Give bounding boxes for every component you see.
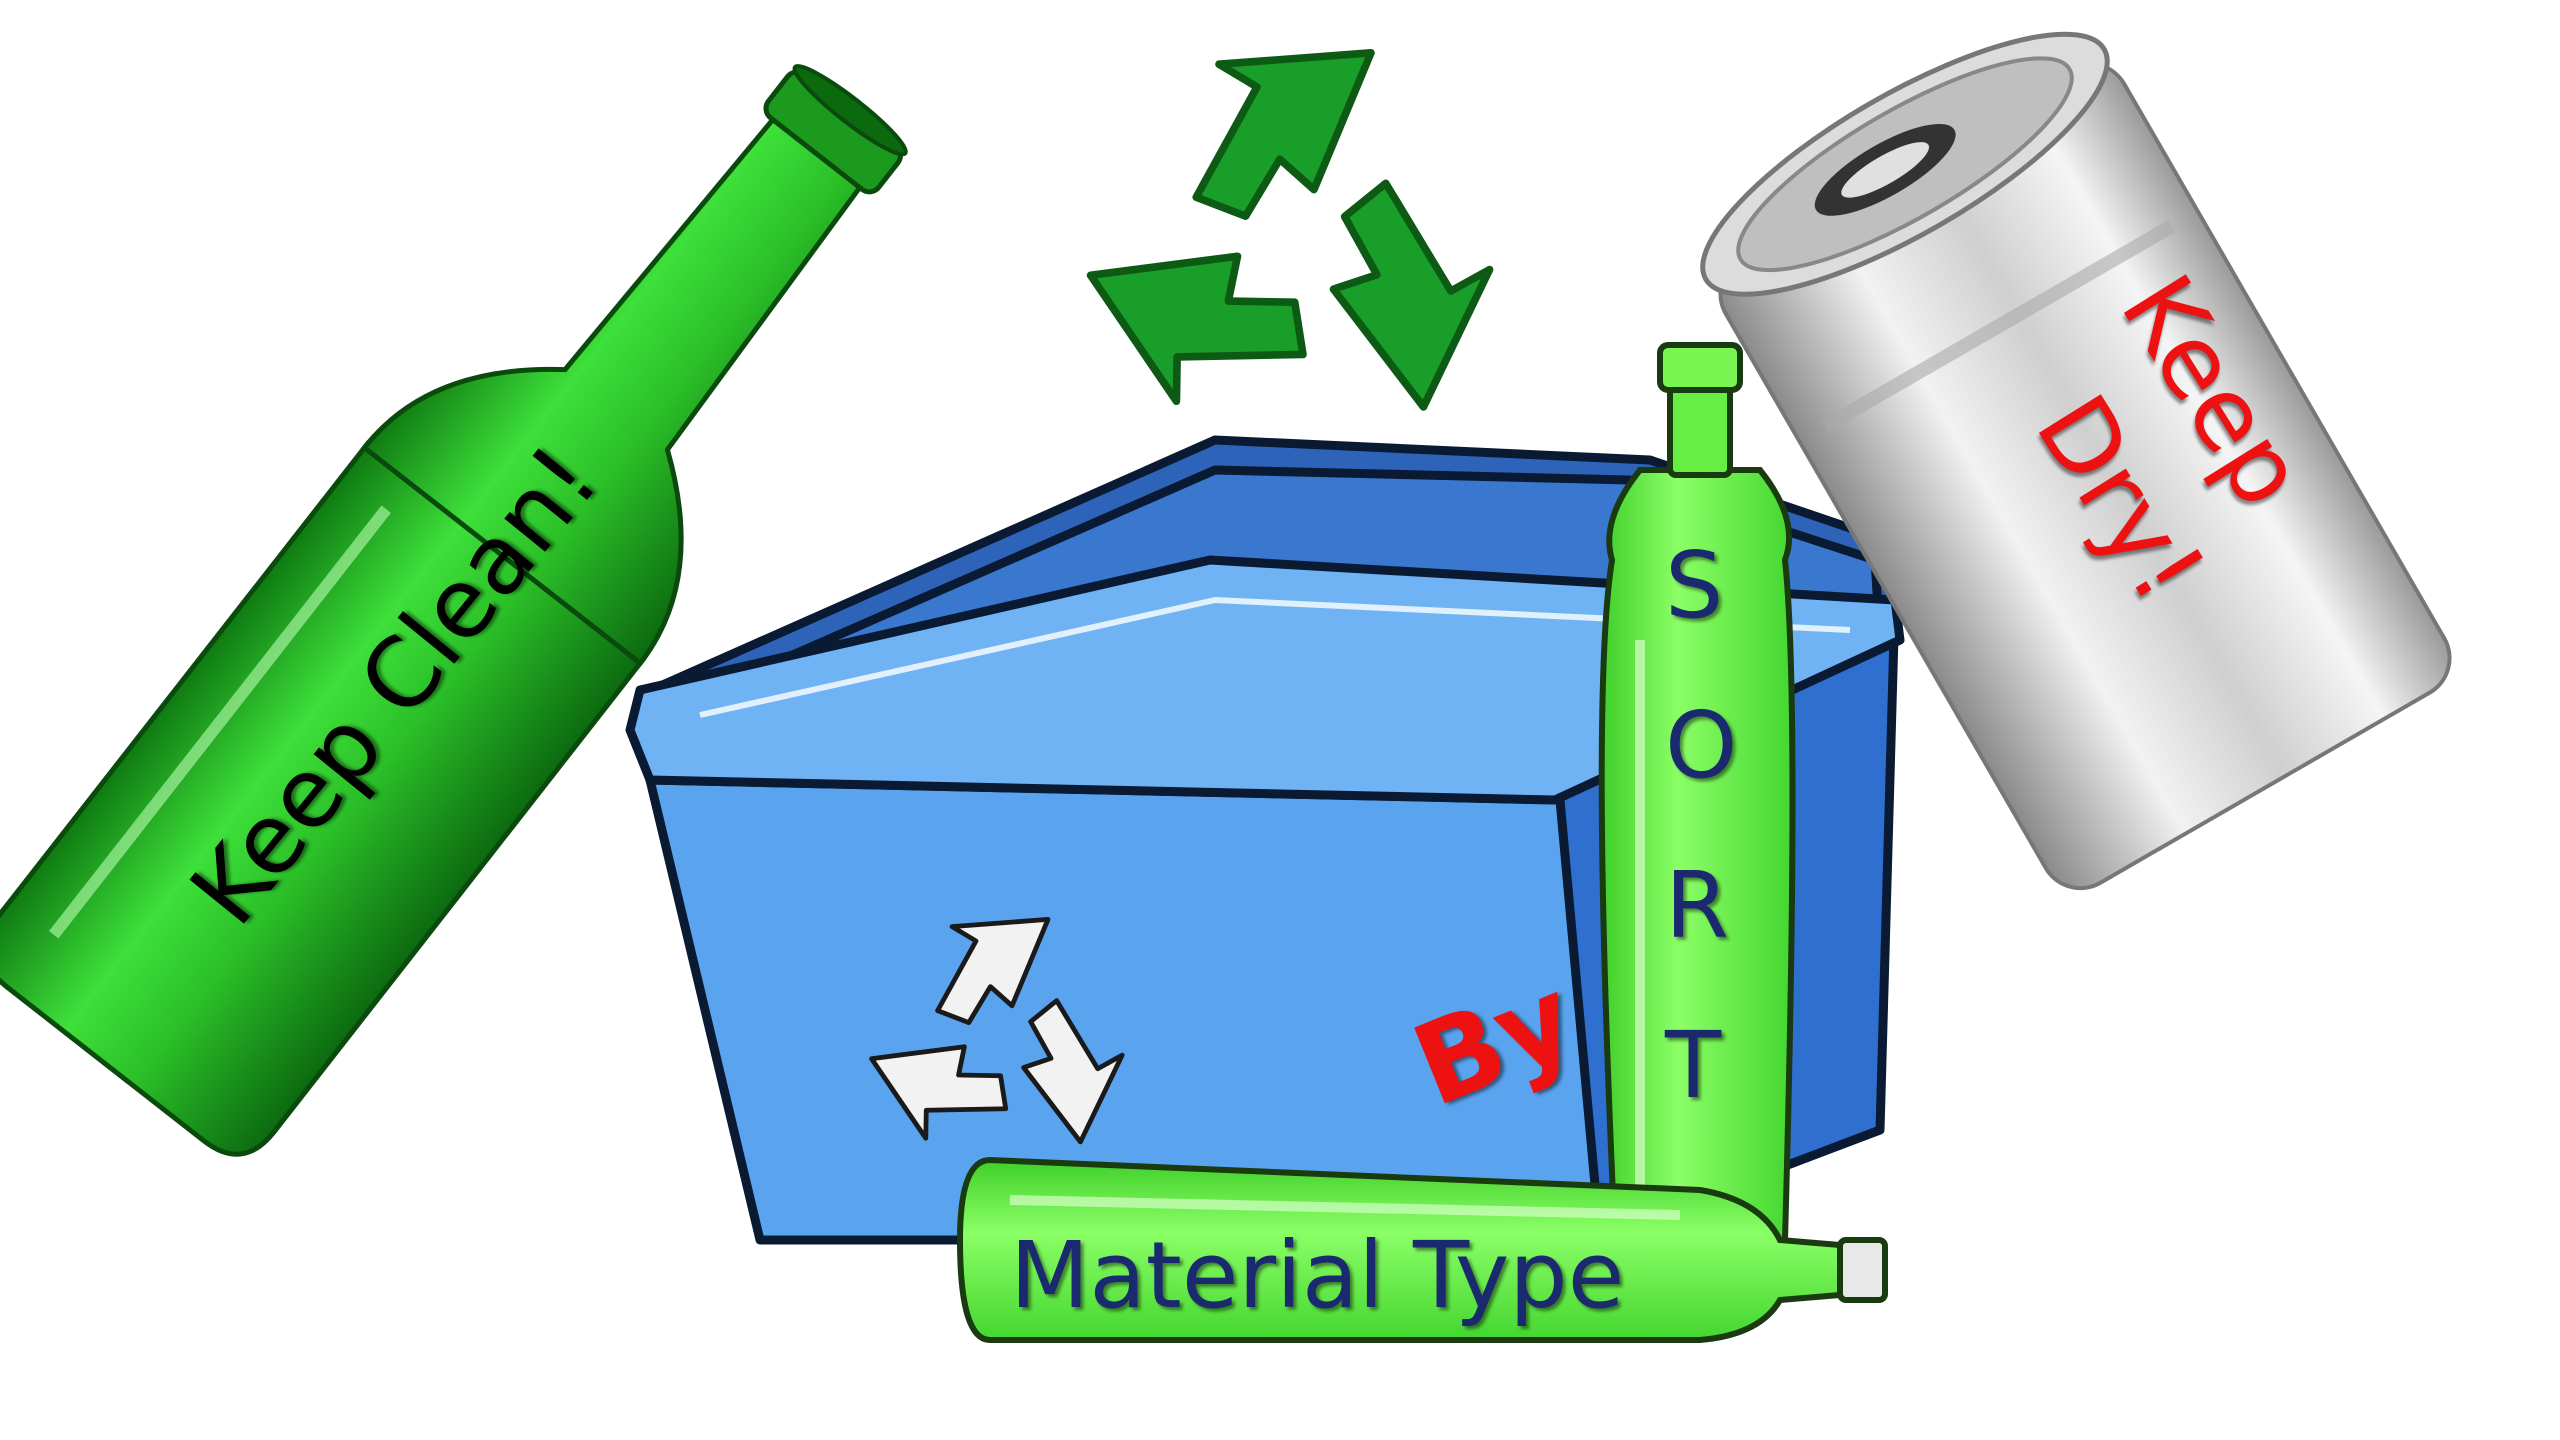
plastic-bottle-horizontal (956, 1156, 1888, 1343)
sort-letter-o: O (1665, 692, 1738, 799)
sort-letter-s: S (1665, 532, 1724, 639)
sort-letter-r: R (1665, 852, 1729, 959)
glass-bottle (0, 64, 908, 1157)
plastic-bottle-vertical (1598, 342, 1796, 1284)
recycle-symbol-icon (1091, 53, 1511, 427)
aluminum-can (1700, 31, 2452, 891)
material-type-label: Material Type (1010, 1222, 1625, 1329)
sort-letter-t: T (1665, 1012, 1722, 1119)
